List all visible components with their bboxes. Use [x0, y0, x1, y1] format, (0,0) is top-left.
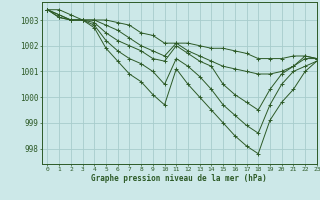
X-axis label: Graphe pression niveau de la mer (hPa): Graphe pression niveau de la mer (hPa): [91, 174, 267, 183]
